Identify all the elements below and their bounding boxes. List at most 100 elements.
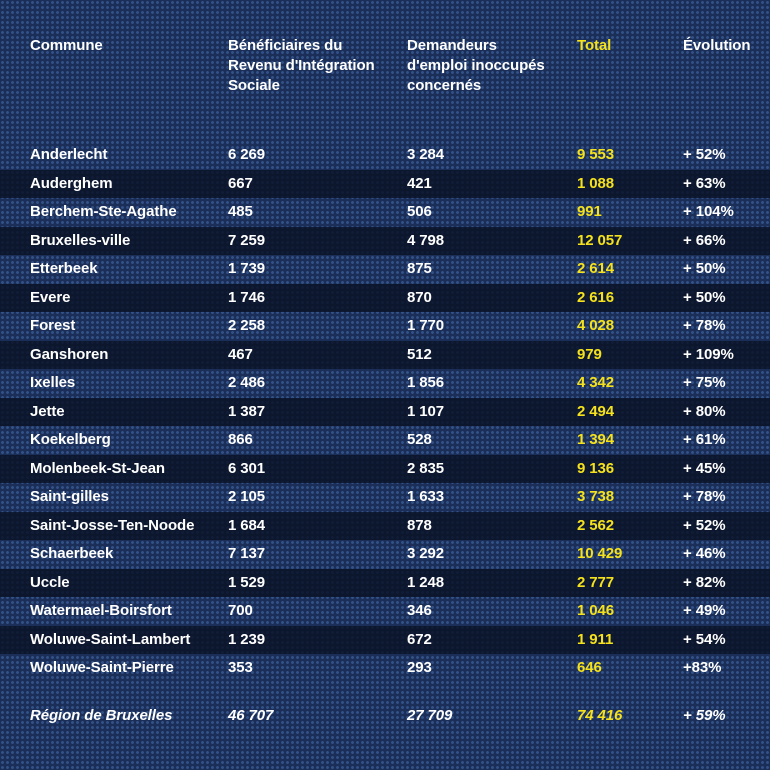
cell-demandeurs: 506	[407, 203, 432, 220]
cell-total: 3 738	[577, 488, 615, 505]
cell-beneficiaires: 1 739	[228, 260, 266, 277]
cell-beneficiaires: 485	[228, 203, 253, 220]
cell-beneficiaires: 2 486	[228, 374, 266, 391]
cell-evolution: + 80%	[683, 402, 726, 420]
cell-commune: Watermael-Boirsfort	[30, 602, 172, 619]
cell-evolution: + 61%	[683, 431, 726, 448]
cell-evolution: + 45%	[683, 459, 726, 477]
table-row: Forest 2 258 1 770 4 028 + 78%	[0, 312, 770, 341]
cell-commune: Uccle	[30, 573, 70, 591]
table-row: Ganshoren 467 512 979 + 109%	[0, 340, 770, 369]
cell-total: 1 911	[577, 630, 614, 648]
cell-total: 2 777	[577, 573, 615, 591]
cell-evolution: + 104%	[683, 203, 734, 220]
table-row: Schaerbeek 7 137 3 292 10 429 + 46%	[0, 540, 770, 569]
header-total: Total	[577, 37, 612, 54]
cell-beneficiaires: 2 258	[228, 317, 266, 334]
footer-total: 74 416	[577, 707, 623, 724]
cell-total: 646	[577, 659, 602, 676]
table-row: Saint-Josse-Ten-Noode 1 684 878 2 562 + 52%	[0, 511, 770, 540]
cell-demandeurs: 4 798	[407, 231, 445, 249]
cell-demandeurs: 346	[407, 602, 432, 619]
cell-commune: Koekelberg	[30, 431, 111, 448]
table-row: Saint-gilles 2 105 1 633 3 738 + 78%	[0, 483, 770, 512]
cell-beneficiaires: 353	[228, 659, 253, 676]
table-row: Woluwe-Saint-Pierre 353 293 646 +83%	[0, 654, 770, 683]
cell-evolution: + 46%	[683, 545, 726, 562]
cell-total: 4 342	[577, 374, 615, 391]
cell-commune: Saint-Josse-Ten-Noode	[30, 516, 195, 534]
cell-total: 2 614	[577, 260, 615, 277]
cell-demandeurs: 672	[407, 630, 432, 648]
cell-evolution: + 50%	[683, 288, 726, 306]
cell-demandeurs: 293	[407, 659, 432, 676]
table-row: Evere 1 746 870 2 616 + 50%	[0, 283, 770, 312]
cell-demandeurs: 1 856	[407, 374, 445, 391]
cell-demandeurs: 421	[407, 174, 432, 192]
cell-beneficiaires: 1 746	[228, 288, 266, 306]
header-beneficiaires: Bénéficiaires du Revenu d'Intégration So…	[228, 37, 375, 94]
cell-commune: Berchem-Ste-Agathe	[30, 203, 177, 220]
cell-total: 9 136	[577, 459, 615, 477]
cell-total: 1 394	[577, 431, 615, 448]
cell-evolution: + 78%	[683, 317, 726, 334]
cell-total: 991	[577, 203, 602, 220]
cell-demandeurs: 875	[407, 260, 432, 277]
cell-commune: Anderlecht	[30, 146, 108, 163]
cell-beneficiaires: 1 684	[228, 516, 266, 534]
cell-commune: Schaerbeek	[30, 545, 114, 562]
cell-commune: Auderghem	[30, 174, 113, 192]
cell-demandeurs: 528	[407, 431, 432, 448]
cell-evolution: + 82%	[683, 573, 726, 591]
cell-evolution: + 54%	[683, 630, 726, 648]
cell-total: 10 429	[577, 545, 623, 562]
table-row: Koekelberg 866 528 1 394 + 61%	[0, 426, 770, 455]
cell-beneficiaires: 7 259	[228, 231, 266, 249]
cell-commune: Forest	[30, 317, 76, 334]
cell-evolution: + 109%	[683, 345, 734, 363]
cell-beneficiaires: 667	[228, 174, 253, 192]
cell-commune: Saint-gilles	[30, 488, 109, 505]
cell-beneficiaires: 2 105	[228, 488, 266, 505]
cell-commune: Molenbeek-St-Jean	[30, 459, 165, 477]
cell-beneficiaires: 1 529	[228, 573, 266, 591]
cell-demandeurs: 3 284	[407, 146, 445, 163]
cell-total: 979	[577, 345, 602, 363]
cell-evolution: + 63%	[683, 174, 726, 192]
cell-evolution: + 52%	[683, 146, 726, 163]
cell-evolution: + 78%	[683, 488, 726, 505]
cell-commune: Ixelles	[30, 374, 76, 391]
table-row: Uccle 1 529 1 248 2 777 + 82%	[0, 568, 770, 597]
cell-evolution: + 52%	[683, 516, 726, 534]
footer-evolution: + 59%	[683, 707, 726, 724]
table-row: Anderlecht 6 269 3 284 9 553 + 52%	[0, 141, 770, 170]
cell-total: 2 494	[577, 402, 615, 420]
cell-commune: Jette	[30, 402, 65, 420]
table-footer-row: Région de Bruxelles 46 707 27 709 74 416…	[0, 703, 770, 731]
header-evolution: Évolution	[683, 37, 751, 54]
cell-demandeurs: 1 248	[407, 573, 445, 591]
cell-beneficiaires: 1 239	[228, 630, 266, 648]
cell-demandeurs: 878	[407, 516, 432, 534]
cell-beneficiaires: 1 387	[228, 402, 266, 420]
table-row: Auderghem 667 421 1 088 + 63%	[0, 169, 770, 198]
cell-total: 2 562	[577, 516, 615, 534]
cell-evolution: +83%	[683, 659, 722, 676]
cell-commune: Bruxelles-ville	[30, 231, 131, 249]
cell-demandeurs: 1 633	[407, 488, 445, 505]
table-row: Bruxelles-ville 7 259 4 798 12 057 + 66%	[0, 226, 770, 255]
cell-commune: Woluwe-Saint-Lambert	[30, 630, 191, 648]
cell-total: 1 046	[577, 602, 615, 619]
cell-beneficiaires: 700	[228, 602, 253, 619]
table-row: Woluwe-Saint-Lambert 1 239 672 1 911 + 54%	[0, 625, 770, 654]
table-header: Commune Bénéficiaires du Revenu d'Intégr…	[0, 36, 770, 116]
table-row: Molenbeek-St-Jean 6 301 2 835 9 136 + 45%	[0, 454, 770, 483]
cell-commune: Woluwe-Saint-Pierre	[30, 659, 174, 676]
table-row: Jette 1 387 1 107 2 494 + 80%	[0, 397, 770, 426]
header-demandeurs: Demandeurs d'emploi inoccupés concernés	[407, 37, 545, 94]
cell-commune: Ganshoren	[30, 345, 109, 363]
cell-total: 1 088	[577, 174, 615, 192]
cell-commune: Evere	[30, 288, 71, 306]
footer-demandeurs: 27 709	[407, 707, 453, 724]
